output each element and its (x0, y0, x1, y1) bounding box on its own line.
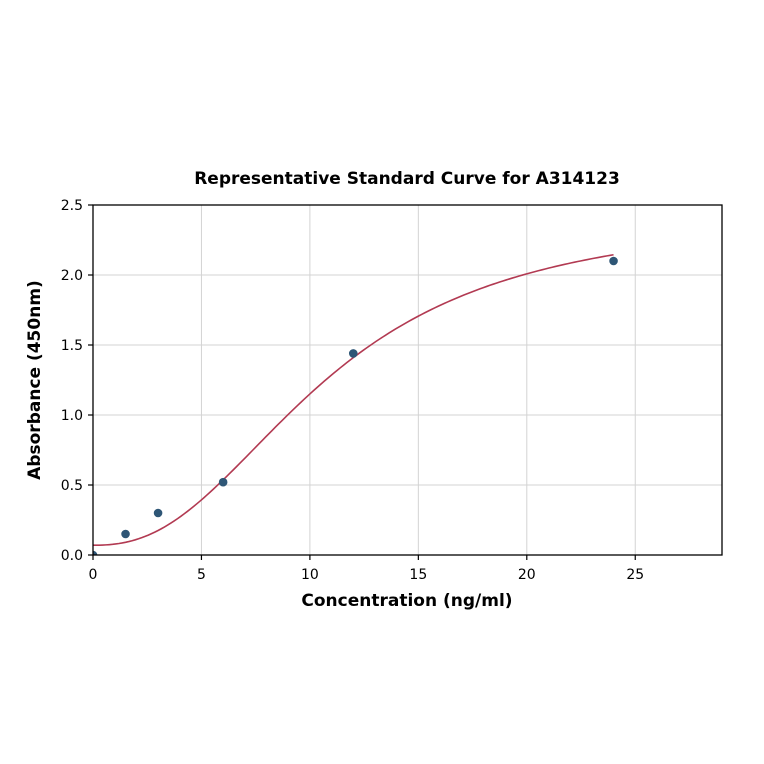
x-tick-label: 15 (409, 567, 427, 583)
y-tick-label: 2.5 (61, 198, 83, 214)
y-tick-label: 1.0 (61, 408, 83, 424)
fit-curve (93, 253, 614, 546)
x-axis-label: Concentration (ng/ml) (301, 591, 512, 611)
y-tick-label: 0.5 (61, 478, 83, 494)
plot-border (92, 204, 723, 556)
x-tick-label: 20 (518, 567, 536, 583)
chart-title: Representative Standard Curve for A31412… (194, 169, 620, 189)
x-tick-label: 5 (197, 567, 206, 583)
x-tick-label: 25 (626, 567, 644, 583)
y-tick-label: 2.0 (61, 268, 83, 284)
data-point (153, 508, 163, 518)
y-tick-label: 1.5 (61, 338, 83, 354)
y-axis-label: Absorbance (450nm) (25, 280, 45, 480)
y-tick-label: 0.0 (61, 548, 83, 564)
x-tick-label: 0 (89, 567, 98, 583)
x-tick-label: 10 (301, 567, 319, 583)
plot-area: 0 5 10 15 20 25 0.0 0.5 1.0 1.5 2.0 2.5 (61, 198, 723, 583)
data-point (93, 550, 98, 555)
data-point (348, 349, 358, 358)
data-point (609, 256, 618, 266)
data-point (121, 529, 130, 539)
data-point (218, 477, 228, 487)
